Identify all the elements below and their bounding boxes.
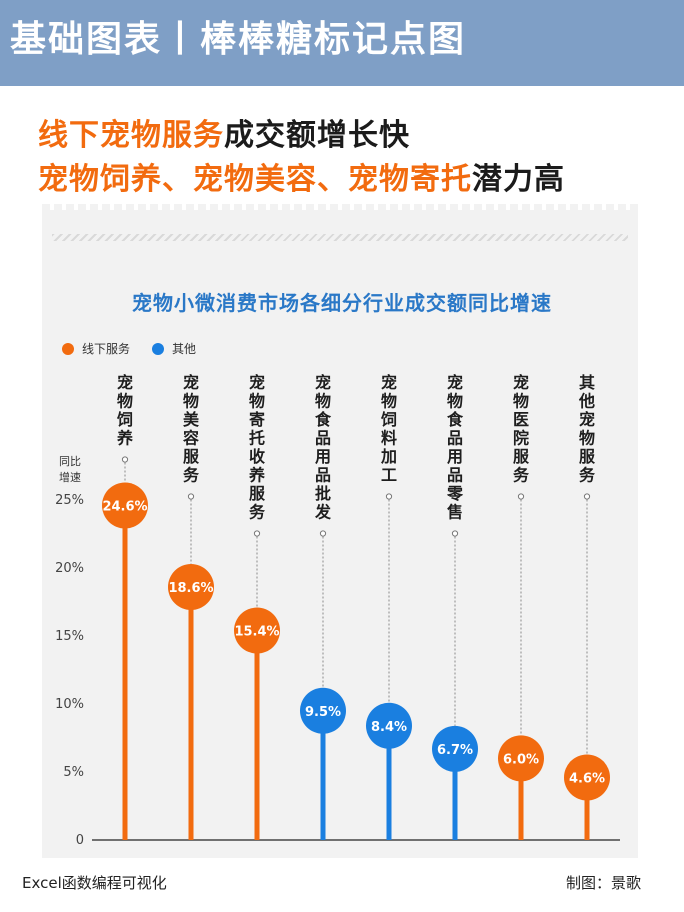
headline-line-1: 线下宠物服务成交额增长快 — [38, 110, 410, 154]
y-tick-label: 10% — [55, 697, 84, 712]
lollipop-head — [498, 735, 544, 782]
y-tick-label: 25% — [55, 493, 84, 508]
data-label: 6.0% — [503, 752, 539, 767]
legend-swatch-blue — [152, 343, 164, 355]
headline-line-1-rest: 成交额增长快 — [224, 118, 410, 153]
lollipop-head — [300, 687, 346, 734]
category-label: 宠物饲养 — [116, 373, 134, 448]
lollipop-head — [564, 754, 610, 801]
category-label: 宠物医院服务 — [513, 373, 530, 485]
data-label: 15.4% — [234, 625, 279, 640]
panel-edge-decoration — [42, 204, 638, 210]
y-axis-label-line-2: 增速 — [59, 470, 81, 484]
category-label: 宠物寄托收养服务 — [248, 373, 266, 522]
chart-title: 宠物小微消费市场各细分行业成交额同比增速 — [132, 291, 552, 315]
category-label: 宠物饲料加工 — [380, 373, 397, 485]
data-label: 6.7% — [437, 743, 473, 758]
headline-line-2-rest: 潜力高 — [472, 162, 565, 197]
y-tick-label: 20% — [55, 561, 84, 576]
category-label: 其他宠物服务 — [578, 373, 596, 485]
data-label: 24.6% — [102, 499, 147, 514]
leader-anchor-dot — [121, 456, 129, 463]
headline-line-1-highlight: 线下宠物服务 — [38, 118, 224, 153]
category-label: 宠物美容服务 — [182, 373, 200, 485]
legend-item-other: 其他 — [152, 340, 196, 357]
footer-credit: 制图：景歌 — [566, 874, 642, 892]
leader-anchor-dot — [385, 493, 393, 500]
leader-anchor-dot — [451, 530, 459, 537]
lollipop-head — [102, 482, 148, 529]
leader-anchor-dot — [253, 530, 261, 537]
leader-anchor-dot — [517, 493, 525, 500]
leader-anchor-dot — [583, 493, 591, 500]
banner-title: 基础图表丨棒棒糖标记点图 — [10, 19, 467, 60]
lollipop-head — [432, 725, 478, 772]
legend-item-offline: 线下服务 — [62, 340, 130, 357]
data-label: 9.5% — [305, 705, 341, 720]
leader-anchor-dot — [319, 530, 327, 537]
y-tick-label: 0 — [76, 833, 84, 848]
category-label: 宠物食品用品批发 — [314, 373, 332, 522]
lollipop-head — [168, 564, 214, 611]
y-tick-label: 5% — [63, 765, 84, 780]
legend-label-offline: 线下服务 — [82, 342, 131, 356]
legend-swatch-orange — [62, 343, 74, 355]
data-label: 8.4% — [371, 720, 407, 735]
data-label: 4.6% — [569, 771, 605, 786]
zigzag-divider — [52, 234, 628, 241]
category-label: 宠物食品用品零售 — [446, 373, 464, 522]
headline-line-2: 宠物饲养、宠物美容、宠物寄托潜力高 — [38, 154, 565, 198]
headline-line-2-highlight: 宠物饲养、宠物美容、宠物寄托 — [38, 162, 472, 197]
data-label: 18.6% — [168, 581, 213, 596]
legend-label-other: 其他 — [172, 342, 197, 356]
title-banner: 基础图表丨棒棒糖标记点图 — [0, 0, 684, 86]
lollipop-head — [234, 607, 280, 654]
lollipop-head — [366, 702, 412, 749]
y-axis-label-line-1: 同比 — [59, 455, 81, 468]
footer-source: Excel函数编程可视化 — [22, 874, 167, 892]
y-tick-label: 15% — [55, 629, 84, 644]
leader-anchor-dot — [187, 493, 195, 500]
